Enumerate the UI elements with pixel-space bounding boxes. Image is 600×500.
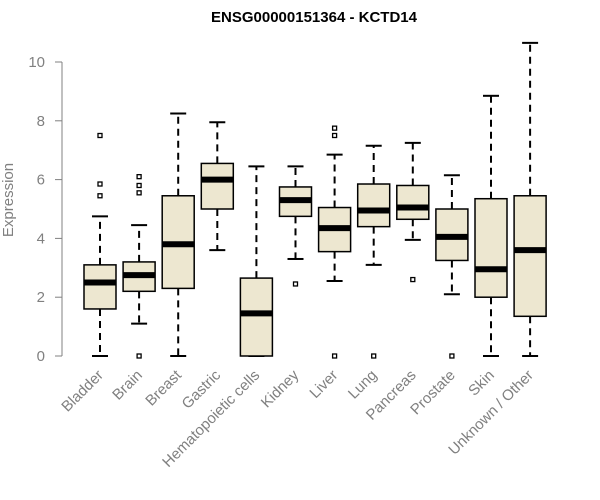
box-iqr	[239, 277, 274, 357]
y-tick-label: 6	[37, 172, 45, 189]
x-tick-label: Lung	[345, 367, 381, 403]
outlier-point	[371, 353, 377, 359]
box-skin	[474, 94, 508, 357]
x-tick-label: Brain	[109, 367, 146, 404]
box-iqr	[200, 162, 235, 210]
y-tick-label: 8	[37, 113, 45, 130]
box-gastric	[200, 121, 235, 252]
x-tick-label: Breast	[142, 366, 185, 409]
outlier-point	[449, 353, 455, 359]
outlier-point	[331, 125, 338, 131]
x-tick-label: Skin	[465, 367, 498, 400]
box-iqr	[83, 264, 117, 310]
outlier-point	[136, 182, 142, 189]
outlier-point	[410, 276, 416, 283]
x-tick-label: Kidney	[258, 366, 303, 411]
box-kidney	[278, 165, 313, 287]
outlier-point	[97, 193, 103, 199]
outlier-point	[292, 281, 299, 287]
outlier-point	[331, 353, 338, 359]
box-iqr	[356, 183, 391, 228]
box-iqr	[396, 184, 430, 221]
box-prostate	[435, 174, 469, 359]
x-tick-label: Liver	[306, 367, 341, 402]
box-brain	[122, 174, 156, 359]
box-liver	[317, 125, 352, 359]
outlier-point	[331, 132, 338, 139]
box-hematopoietic-cells	[239, 165, 274, 357]
chart-title: ENSG00000151364 - KCTD14	[211, 9, 418, 26]
box-breast	[161, 112, 195, 357]
x-tick-label: Bladder	[58, 367, 107, 416]
y-tick-label: 0	[37, 348, 45, 365]
y-tick-label: 10	[28, 54, 45, 71]
y-axis: 0 2 4 6 8 10	[28, 54, 63, 365]
outlier-point	[136, 353, 142, 359]
y-tick-label: 4	[37, 230, 45, 247]
box-iqr	[513, 195, 547, 318]
y-tick-label: 2	[37, 289, 45, 306]
outlier-point	[136, 190, 142, 196]
boxes-group	[83, 41, 547, 359]
box-lung	[356, 144, 391, 359]
box-unknown-other	[513, 41, 547, 357]
outlier-point	[97, 181, 103, 187]
y-axis-label: Expression	[0, 163, 17, 237]
box-bladder	[83, 132, 117, 357]
box-iqr	[474, 197, 508, 298]
box-pancreas	[396, 141, 430, 283]
outlier-point	[97, 132, 103, 139]
outlier-point	[136, 174, 142, 180]
